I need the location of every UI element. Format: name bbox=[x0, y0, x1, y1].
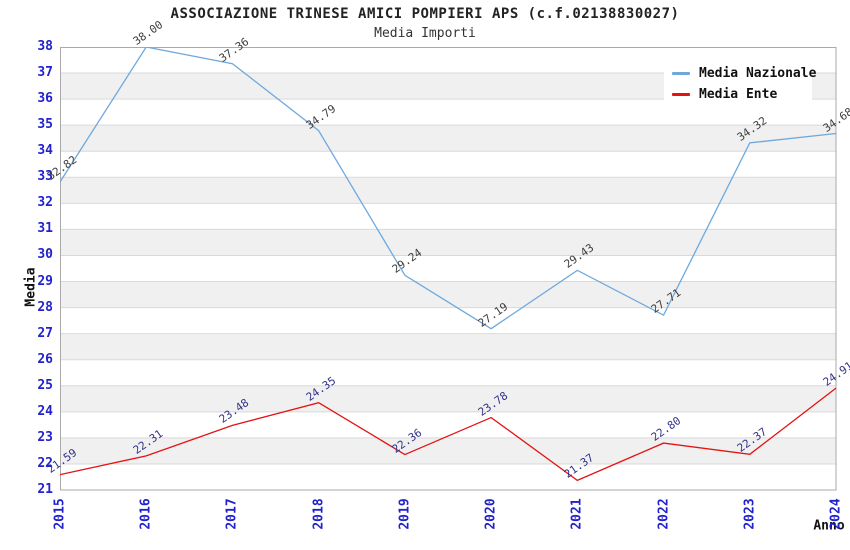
x-axis-title: Anno bbox=[813, 518, 845, 534]
plot-band bbox=[60, 281, 836, 308]
plot-band bbox=[60, 307, 836, 334]
x-tick-label: 2017 bbox=[224, 498, 240, 530]
plot-border bbox=[60, 47, 837, 491]
legend-line-swatch-icon bbox=[672, 93, 690, 96]
y-tick-label: 30 bbox=[37, 247, 53, 263]
y-tick-label: 22 bbox=[37, 455, 53, 471]
y-tick-label: 27 bbox=[37, 325, 53, 341]
plot-band bbox=[60, 203, 836, 230]
plot-band bbox=[60, 177, 836, 204]
y-tick-label: 28 bbox=[37, 299, 53, 315]
chart-title: ASSOCIAZIONE TRINESE AMICI POMPIERI APS … bbox=[170, 6, 680, 22]
legend-line-swatch-icon bbox=[672, 72, 690, 75]
y-tick-label: 31 bbox=[37, 221, 53, 237]
plot-band bbox=[60, 385, 836, 412]
x-tick-label: 2019 bbox=[397, 498, 413, 530]
x-tick-label: 2021 bbox=[569, 498, 585, 530]
x-tick-label: 2018 bbox=[311, 498, 327, 530]
plot-area bbox=[60, 47, 837, 491]
y-tick-label: 24 bbox=[37, 403, 53, 419]
y-tick-label: 34 bbox=[37, 143, 53, 159]
plot-band bbox=[60, 333, 836, 360]
x-tick-label: 2024 bbox=[828, 498, 844, 530]
plot-band bbox=[60, 359, 836, 386]
plot-band bbox=[60, 255, 836, 282]
plot-band bbox=[60, 125, 836, 152]
y-tick-label: 35 bbox=[37, 117, 53, 133]
legend-label: Media Nazionale bbox=[699, 66, 817, 81]
x-tick-label: 2023 bbox=[742, 498, 758, 530]
plot-band bbox=[60, 463, 836, 490]
chart-subtitle: Media Importi bbox=[374, 26, 476, 41]
legend-label: Media Ente bbox=[699, 87, 778, 102]
legend: Media Nazionale Media Ente bbox=[664, 56, 816, 112]
plot-band bbox=[60, 411, 836, 438]
x-tick-label: 2022 bbox=[656, 498, 672, 530]
y-tick-label: 38 bbox=[37, 39, 53, 54]
y-tick-label: 26 bbox=[37, 351, 53, 367]
y-tick-label: 36 bbox=[37, 91, 53, 107]
legend-item: Media Ente bbox=[672, 84, 804, 105]
x-tick-label: 2020 bbox=[483, 498, 499, 530]
y-tick-label: 23 bbox=[37, 429, 53, 445]
x-tick-label: 2015 bbox=[52, 498, 68, 530]
y-tick-label: 32 bbox=[37, 195, 53, 211]
series-line-media-ente bbox=[60, 387, 837, 482]
y-tick-label: 37 bbox=[37, 65, 53, 81]
y-tick-label: 25 bbox=[37, 377, 53, 393]
plot-band bbox=[60, 151, 836, 178]
legend-item: Media Nazionale bbox=[672, 63, 816, 84]
plot-band bbox=[60, 437, 836, 464]
x-tick-label: 2016 bbox=[138, 498, 154, 530]
y-tick-label: 21 bbox=[37, 482, 53, 497]
y-tick-label: 33 bbox=[37, 169, 53, 185]
series-line-media-nazionale bbox=[60, 47, 837, 330]
y-tick-label: 29 bbox=[37, 273, 53, 289]
plot-band bbox=[60, 229, 836, 256]
